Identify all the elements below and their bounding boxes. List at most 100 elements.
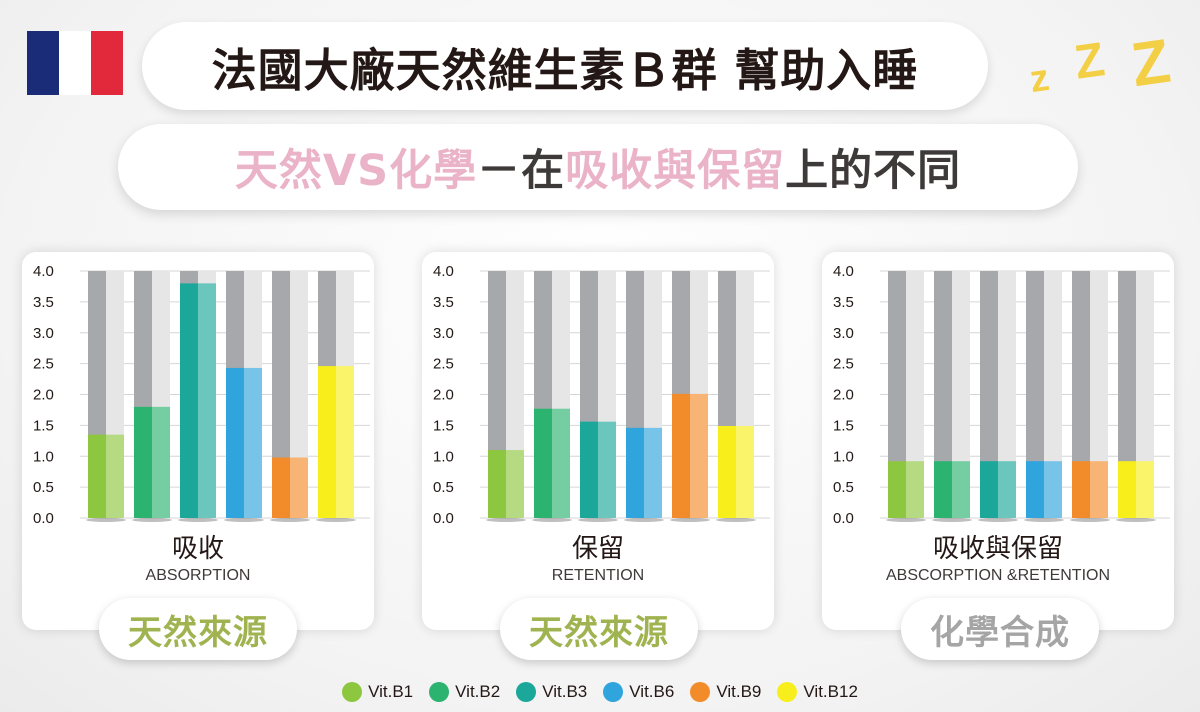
y-tick-label: 1.5 bbox=[433, 417, 454, 434]
flag-red bbox=[91, 31, 123, 95]
legend-item-b9: Vit.B9 bbox=[690, 678, 761, 706]
y-tick-label: 1.0 bbox=[433, 448, 454, 465]
legend-item-b1: Vit.B1 bbox=[342, 678, 413, 706]
y-tick-label: 2.0 bbox=[833, 387, 854, 404]
y-tick-label: 3.5 bbox=[433, 294, 454, 311]
bar-background bbox=[290, 271, 308, 518]
bar-b6-highlight bbox=[644, 427, 662, 518]
bar-shadow bbox=[532, 518, 572, 522]
source-label-natural-2: 天然來源 bbox=[500, 598, 698, 660]
bar-b12 bbox=[318, 366, 336, 518]
bar-background bbox=[1118, 271, 1136, 518]
chart-absorption-retention: 0.0 0.5 1.0 1.5 2.0 2.5 3.0 3.5 4.0 bbox=[833, 263, 1170, 527]
legend-label-b3: Vit.B3 bbox=[542, 682, 588, 701]
bar-shadow bbox=[224, 518, 264, 522]
bar-b2-highlight bbox=[552, 408, 570, 518]
bar-b3 bbox=[180, 283, 198, 518]
bar-background bbox=[934, 271, 952, 518]
bar-background bbox=[1044, 271, 1062, 518]
bar-b12-highlight bbox=[736, 425, 754, 518]
bar-b1 bbox=[88, 434, 106, 518]
bar-shadow bbox=[270, 518, 310, 522]
y-tick-label: 2.5 bbox=[833, 356, 854, 373]
bar-b1-highlight bbox=[506, 450, 524, 518]
legend-dot-b1 bbox=[342, 682, 363, 702]
legend-label-b1: Vit.B1 bbox=[368, 682, 414, 701]
y-tick-label: 0.5 bbox=[833, 479, 854, 496]
bar-b9 bbox=[272, 457, 290, 518]
bar-background bbox=[272, 271, 290, 518]
bar-background bbox=[1136, 271, 1154, 518]
bar-b9-highlight bbox=[690, 393, 708, 518]
chart-title-retention: 保留 bbox=[571, 534, 624, 564]
bar-b6 bbox=[226, 367, 244, 518]
y-tick-label: 3.5 bbox=[33, 294, 54, 311]
bar-shadow bbox=[624, 518, 664, 522]
chart-subtitle-retention: RETENTION bbox=[551, 567, 645, 584]
chart-title-absorption: 吸收 bbox=[171, 534, 224, 564]
zzz-small: z bbox=[1027, 56, 1052, 102]
bar-shadow bbox=[1024, 518, 1064, 522]
subtitle-connector: －在 bbox=[477, 146, 566, 196]
bar-b9-highlight bbox=[290, 457, 308, 518]
bar-b9 bbox=[1072, 461, 1090, 518]
legend-item-b2: Vit.B2 bbox=[429, 678, 500, 706]
bar-shadow bbox=[886, 518, 926, 522]
france-flag bbox=[27, 31, 123, 95]
bar-b6-highlight bbox=[1044, 461, 1062, 518]
y-tick-label: 0.0 bbox=[433, 510, 454, 527]
bar-b12 bbox=[1118, 461, 1136, 518]
legend-item-b6: Vit.B6 bbox=[603, 678, 674, 706]
bar-b3-highlight bbox=[198, 283, 216, 518]
bar-shadow bbox=[578, 518, 618, 522]
bar-b2-highlight bbox=[952, 461, 970, 518]
subtitle-absorption-retention: 吸收與保留 bbox=[565, 146, 786, 196]
bar-shadow bbox=[670, 518, 710, 522]
chart-panel-retention: 0.0 0.5 1.0 1.5 2.0 2.5 3.0 3.5 4.0 保留 RETENTION bbox=[422, 252, 774, 630]
bar-b3 bbox=[980, 461, 998, 518]
legend-dot-b6 bbox=[603, 682, 624, 702]
y-tick-label: 3.0 bbox=[833, 325, 854, 342]
legend-label-b9: Vit.B9 bbox=[716, 682, 762, 701]
legend-dot-b9 bbox=[690, 682, 711, 702]
bar-b12-highlight bbox=[1136, 461, 1154, 518]
bar-b9-highlight bbox=[1090, 461, 1108, 518]
y-tick-label: 4.0 bbox=[33, 263, 54, 280]
bar-b1 bbox=[888, 461, 906, 518]
zzz-large: Z bbox=[1127, 26, 1175, 101]
y-tick-label: 0.5 bbox=[33, 479, 54, 496]
bar-shadow bbox=[978, 518, 1018, 522]
bar-background bbox=[952, 271, 970, 518]
chart-title-absorption-retention: 吸收與保留 bbox=[932, 534, 1063, 564]
subtitle-natural-vs-chemical: 天然VS化學 bbox=[234, 146, 478, 196]
bar-shadow bbox=[932, 518, 972, 522]
bar-b9 bbox=[672, 393, 690, 518]
bar-b2 bbox=[934, 461, 952, 518]
y-tick-label: 0.5 bbox=[433, 479, 454, 496]
bar-b3-highlight bbox=[998, 461, 1016, 518]
bar-b12 bbox=[718, 425, 736, 518]
bar-background bbox=[1090, 271, 1108, 518]
chart-panel-absorption: 0.0 0.5 1.0 1.5 2.0 2.5 3.0 3.5 4.0 吸收 ABSORPTIO… bbox=[22, 252, 374, 630]
y-tick-label: 4.0 bbox=[433, 263, 454, 280]
legend-dot-b3 bbox=[516, 682, 537, 702]
y-tick-label: 1.5 bbox=[33, 417, 54, 434]
zzz-medium: Z bbox=[1071, 33, 1108, 90]
bar-background bbox=[906, 271, 924, 518]
bar-shadow bbox=[86, 518, 126, 522]
bar-background bbox=[888, 271, 906, 518]
bar-b6-highlight bbox=[244, 367, 262, 518]
bar-shadow bbox=[132, 518, 172, 522]
y-tick-label: 2.0 bbox=[33, 387, 54, 404]
y-tick-label: 1.0 bbox=[33, 448, 54, 465]
y-tick-label: 2.5 bbox=[433, 356, 454, 373]
legend-item-b12: Vit.B12 bbox=[777, 678, 858, 706]
y-tick-label: 2.5 bbox=[33, 356, 54, 373]
legend-item-b3: Vit.B3 bbox=[516, 678, 587, 706]
legend-dot-b12 bbox=[777, 682, 798, 702]
y-tick-label: 0.0 bbox=[33, 510, 54, 527]
bar-b12-highlight bbox=[336, 366, 354, 518]
bar-b6 bbox=[1026, 461, 1044, 518]
y-tick-label: 0.0 bbox=[833, 510, 854, 527]
bar-b2-highlight bbox=[152, 406, 170, 518]
